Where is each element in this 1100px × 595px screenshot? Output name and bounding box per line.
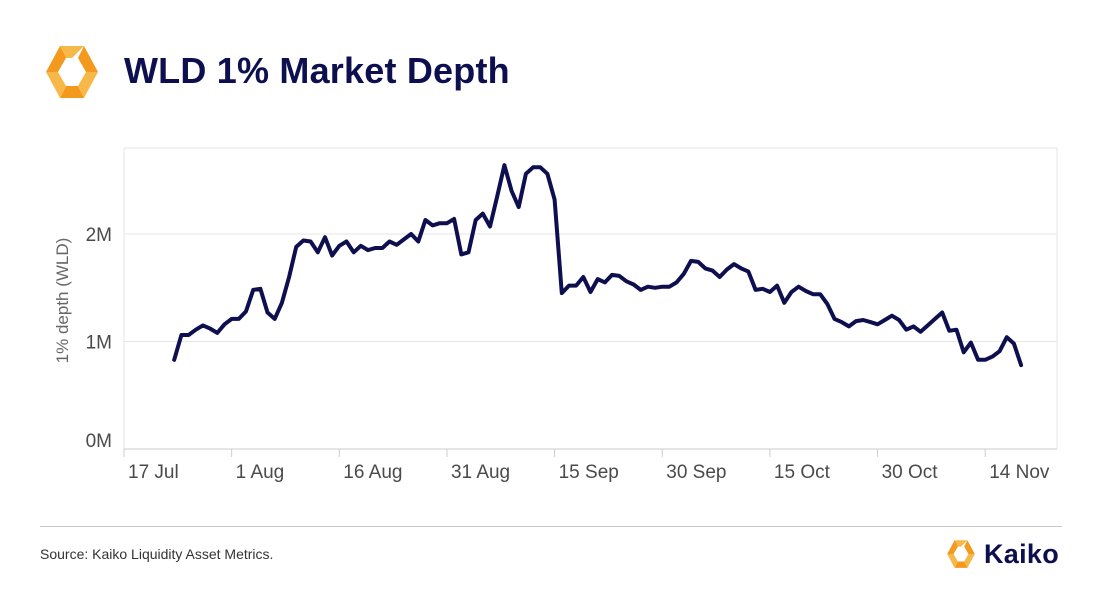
footer-brand: Kaiko bbox=[944, 534, 1059, 574]
x-axis-ticks: 17 Jul 1 Aug 16 Aug 31 Aug 15 Sep 30 Sep 15 Oc… bbox=[123, 449, 1050, 483]
kaiko-logo-icon bbox=[46, 46, 98, 98]
x-tick-label: 15 Sep bbox=[559, 462, 619, 483]
x-tick-label: 1 Aug bbox=[236, 462, 285, 483]
y-axis-label: 1% depth (WLD) bbox=[53, 238, 72, 364]
page-title: WLD 1% Market Depth bbox=[124, 50, 510, 91]
kaiko-brand-icon bbox=[947, 540, 975, 568]
x-tick-label: 15 Oct bbox=[774, 462, 831, 483]
source-note: Source: Kaiko Liquidity Asset Metrics. bbox=[40, 546, 274, 562]
x-tick-label: 14 Nov bbox=[989, 462, 1050, 483]
x-tick-label: 17 Jul bbox=[128, 462, 179, 483]
x-tick-label: 30 Sep bbox=[666, 462, 726, 483]
x-tick-label: 16 Aug bbox=[343, 462, 402, 483]
series-group bbox=[172, 163, 1024, 368]
y-axis-ticks: 0M 1M 2M bbox=[86, 225, 112, 452]
y-tick-label: 0M bbox=[86, 431, 112, 452]
y-tick-label: 1M bbox=[86, 333, 112, 354]
grid-lines bbox=[123, 147, 1058, 450]
series-line bbox=[172, 163, 1024, 368]
footer-divider bbox=[40, 526, 1062, 527]
x-tick-label: 30 Oct bbox=[882, 462, 939, 483]
y-tick-label: 2M bbox=[86, 225, 112, 246]
line-chart: 0M 1M 2M 17 Jul 1 Aug 16 Aug 31 Aug 15 Sep 30 S… bbox=[53, 147, 1058, 483]
brand-name: Kaiko bbox=[984, 538, 1060, 569]
x-tick-label: 31 Aug bbox=[451, 462, 510, 483]
